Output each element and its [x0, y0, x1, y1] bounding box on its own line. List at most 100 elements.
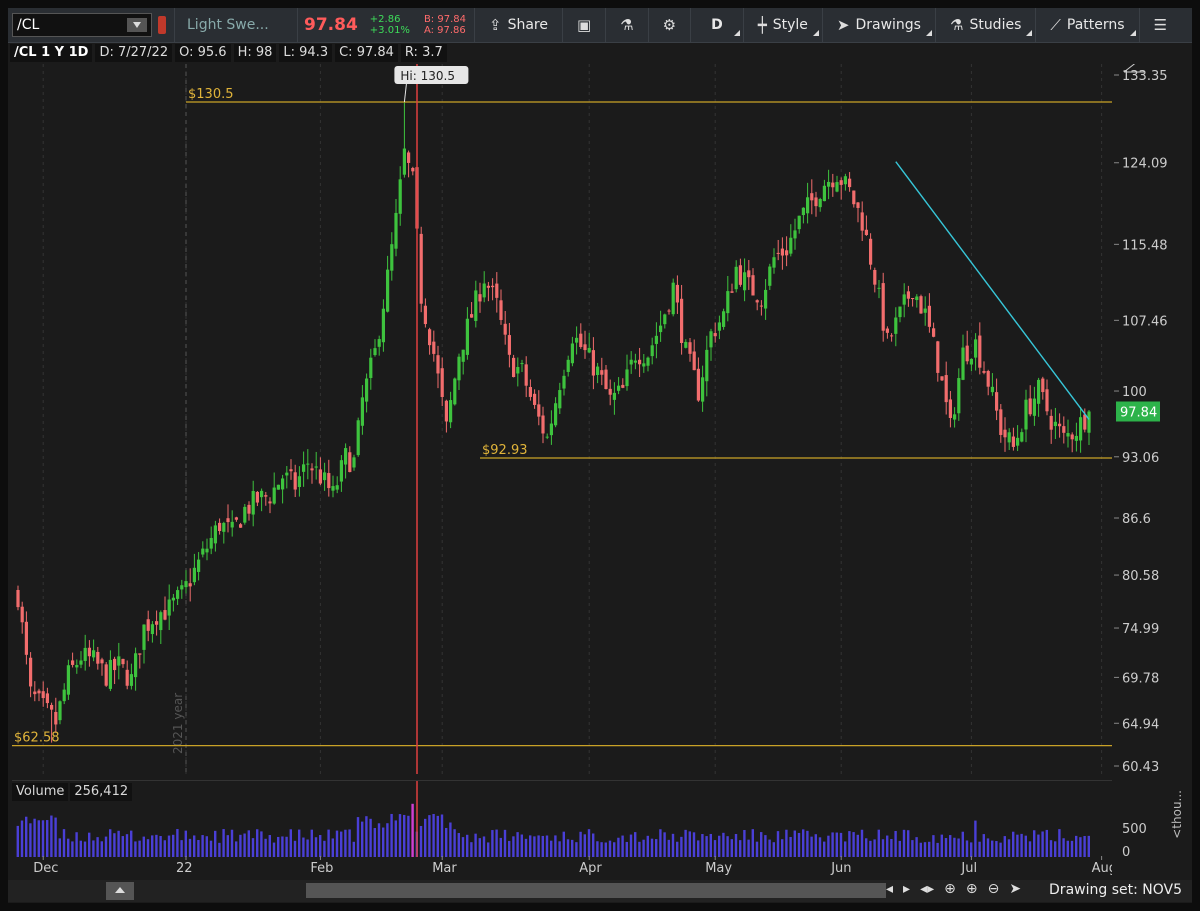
candle-body	[402, 148, 406, 175]
volume-bar	[440, 814, 444, 857]
volume-plot[interactable]	[12, 780, 1112, 857]
candle-body	[87, 647, 91, 657]
high-marker-box	[394, 66, 469, 84]
snapshot-button[interactable]: ▣	[563, 8, 605, 42]
volume-bar	[117, 830, 120, 857]
candle-body	[398, 179, 402, 214]
candle-body	[491, 285, 495, 288]
settings-button[interactable]: ⚙	[649, 8, 690, 42]
drawing-set[interactable]: Drawing set: NOV5	[1049, 882, 1182, 898]
candle-body	[100, 659, 104, 664]
pan-icon[interactable]: ➤	[1009, 881, 1022, 897]
volume-bar	[260, 831, 263, 857]
drawings-button[interactable]: ➤ Drawings	[823, 8, 935, 42]
volume-bar	[281, 836, 284, 857]
candle-body	[29, 657, 33, 687]
patterns-button[interactable]: ⟋ Patterns	[1036, 8, 1138, 42]
volume-bar	[88, 832, 91, 857]
volume-bar	[772, 842, 775, 857]
volume-bar	[327, 829, 330, 857]
candle-body	[331, 486, 335, 491]
volume-bar	[356, 817, 360, 857]
candle-body	[957, 378, 961, 414]
candle-body	[339, 460, 343, 482]
candle-body	[192, 567, 196, 583]
price-level-label: $92.93	[482, 443, 528, 458]
candle-body	[629, 359, 633, 365]
flask-button[interactable]: ⚗	[606, 8, 647, 42]
volume-bar	[79, 840, 82, 857]
candle-body	[159, 612, 163, 631]
crosshair-icon[interactable]: ⊕	[944, 881, 956, 897]
candle-body	[684, 341, 688, 348]
zoom-controls: ◂ ▸ ◂▸ ⊕ ⊕ ⊖ ➤	[886, 881, 1021, 897]
studies-button[interactable]: ⚗ Studies	[936, 8, 1035, 42]
candle-body	[180, 585, 184, 590]
patterns-icon: ⟋	[1050, 16, 1061, 34]
candle-body	[407, 152, 411, 163]
candle-body	[873, 269, 877, 285]
candle-body	[222, 522, 226, 532]
candle-body	[474, 290, 478, 321]
volume-bar	[226, 835, 229, 857]
volume-bar	[470, 842, 473, 857]
style-button[interactable]: ┿ Style	[744, 8, 822, 42]
volume-bar	[503, 829, 507, 857]
volume-bar	[1054, 841, 1057, 857]
fit-width-icon[interactable]: ◂▸	[920, 881, 935, 897]
volume-bar	[419, 825, 423, 857]
volume-bar	[785, 829, 788, 857]
divider	[473, 8, 475, 42]
chevron-down-icon[interactable]	[127, 18, 147, 32]
candle-body	[113, 658, 117, 671]
year-marker-label: 2021 year	[171, 693, 185, 754]
flag-icon[interactable]	[158, 16, 166, 34]
y-tick-label: 80.58	[1122, 569, 1159, 584]
share-label: Share	[507, 17, 548, 33]
volume-legend: Volume 256,412	[12, 783, 134, 801]
volume-bar	[1033, 830, 1036, 857]
scroll-left-icon[interactable]: ◂	[886, 881, 894, 897]
volume-bar	[747, 839, 750, 857]
share-button[interactable]: ⇪ Share	[475, 8, 562, 42]
candle-body	[995, 392, 999, 411]
candle-body	[486, 285, 490, 288]
volume-bar	[856, 834, 859, 857]
menu-button[interactable]: ☰	[1140, 8, 1181, 42]
candle-body	[999, 409, 1003, 435]
volume-bar	[764, 835, 767, 857]
zoom-in-icon[interactable]: ⊕	[965, 881, 978, 897]
gear-icon: ⚙	[662, 16, 677, 34]
symbol-selector[interactable]: /CL	[12, 13, 152, 37]
volume-bar	[373, 828, 376, 857]
price-axis[interactable]: 133.35 124.09 115.48 107.46 100 93.06 86.6 80.5…	[1114, 57, 1192, 775]
volume-bar	[432, 813, 435, 857]
candle-body	[894, 317, 898, 334]
time-scrollbar[interactable]	[306, 883, 886, 898]
zoom-out-icon[interactable]: ⊖	[987, 881, 1000, 897]
volume-bar	[894, 830, 897, 857]
candle-body	[163, 610, 167, 620]
candle-body	[230, 521, 234, 528]
volume-bar	[151, 835, 154, 857]
volume-bar	[1028, 841, 1032, 857]
volume-bar	[529, 835, 532, 857]
expand-panel-button[interactable]	[106, 882, 134, 900]
volume-bar	[83, 841, 87, 857]
volume-tick-label: 0	[1122, 845, 1130, 856]
candle-body	[890, 335, 894, 337]
scroll-right-icon[interactable]: ▸	[903, 881, 911, 897]
volume-bar	[545, 835, 549, 857]
candle-body	[961, 347, 965, 380]
price-plot[interactable]: 2021 year $130.5 $92.93 $62.58 Hi: 130.5	[12, 64, 1112, 774]
candle-body	[1049, 415, 1053, 430]
candle-body	[789, 237, 793, 254]
timeframe-button[interactable]: D	[691, 8, 743, 42]
volume-bar	[629, 834, 633, 857]
style-label: Style	[772, 17, 808, 33]
candle-body	[171, 597, 175, 601]
candle-body	[772, 257, 776, 268]
candle-body	[58, 701, 62, 721]
candle-body	[713, 333, 717, 337]
candle-body	[948, 399, 952, 418]
